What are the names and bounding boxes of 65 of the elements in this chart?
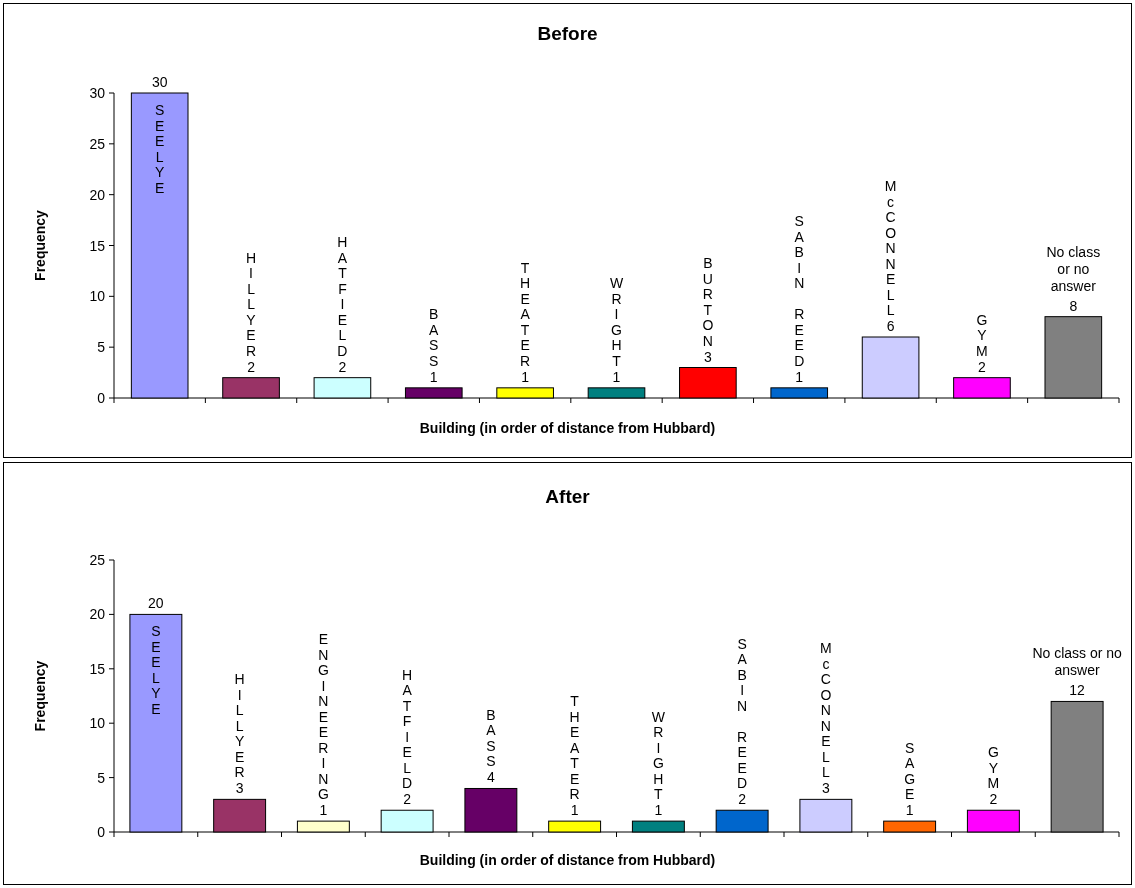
data-label: 2 — [989, 791, 998, 808]
y-tick-label: 5 — [97, 339, 106, 356]
x-tick-label: BASS — [486, 706, 497, 770]
y-tick-label: 15 — [89, 237, 106, 254]
x-tick-label: HATFIELD — [337, 234, 348, 359]
data-label: 1 — [654, 802, 663, 819]
data-label: 3 — [703, 348, 712, 365]
data-label: 3 — [821, 780, 830, 797]
x-tick-label: No class or no answer — [1032, 645, 1123, 679]
chart-title: After — [545, 486, 591, 507]
data-label: 1 — [795, 368, 804, 385]
category-label: McCONNELL — [820, 640, 832, 781]
x-tick-label: SEELYE — [155, 102, 166, 196]
y-tick-label: 30 — [89, 85, 106, 101]
data-label: 8 — [1069, 297, 1078, 314]
x-tick-label: WRIGHT — [651, 708, 666, 803]
data-label: 2 — [403, 791, 412, 808]
y-axis-title: Frequency — [32, 209, 48, 281]
y-tick-label: 0 — [97, 390, 106, 406]
data-label: 6 — [886, 318, 895, 334]
x-axis-title: Building (in order of distance from Hubbard) — [419, 420, 716, 436]
category-label: SABIN REED — [794, 213, 805, 369]
data-label: 20 — [148, 595, 164, 612]
data-label: 1 — [905, 802, 914, 819]
x-axis-title: Building (in order of distance from Hubbard) — [419, 852, 716, 868]
data-label: 1 — [429, 368, 438, 385]
x-tick-label: SEELYE — [151, 623, 162, 717]
data-label: 1 — [521, 368, 530, 385]
x-tick-label: GYM — [987, 744, 1000, 792]
y-tick-label: 15 — [89, 660, 106, 677]
data-label: 12 — [1069, 682, 1086, 699]
x-tick-label: WRIGHT — [609, 275, 624, 369]
category-label: SABIN REED — [737, 635, 748, 792]
x-tick-label: THEATER — [520, 259, 531, 369]
y-axis-title: Frequency — [32, 660, 48, 732]
x-tick-label: HATFIELD — [402, 666, 413, 792]
data-label: 1 — [612, 368, 621, 385]
y-tick-label: 20 — [89, 606, 106, 623]
data-label: 1 — [319, 802, 328, 819]
x-tick-label: SAGE — [904, 739, 916, 803]
y-tick-label: 10 — [89, 288, 106, 305]
x-tick-label: BURTON — [702, 255, 714, 349]
chart-title: Before — [537, 23, 598, 44]
y-tick-label: 5 — [97, 769, 106, 786]
y-tick-label: 20 — [89, 186, 106, 203]
data-label: 2 — [247, 358, 256, 375]
y-tick-label: 25 — [89, 135, 106, 152]
data-label: 30 — [151, 74, 168, 90]
data-label: 2 — [338, 358, 347, 375]
data-label: 2 — [978, 358, 987, 375]
x-tick-label: GYM — [976, 311, 988, 359]
y-tick-label: 10 — [89, 715, 106, 732]
data-label: 1 — [570, 802, 579, 819]
data-label: 4 — [486, 769, 495, 786]
x-tick-label: No class or no answer — [1046, 243, 1101, 294]
y-tick-label: 0 — [97, 824, 106, 840]
category-label: ENGINEERING — [317, 631, 329, 803]
x-tick-label: HILLYER — [234, 671, 245, 781]
category-label: McCONNELL — [884, 178, 897, 318]
data-label: 2 — [738, 791, 747, 808]
x-tick-label: BASS — [429, 306, 440, 369]
data-label: 3 — [235, 780, 244, 797]
x-tick-label: HILLYER — [245, 249, 257, 359]
y-tick-label: 25 — [89, 552, 106, 568]
x-tick-label: THEATER — [569, 693, 580, 803]
